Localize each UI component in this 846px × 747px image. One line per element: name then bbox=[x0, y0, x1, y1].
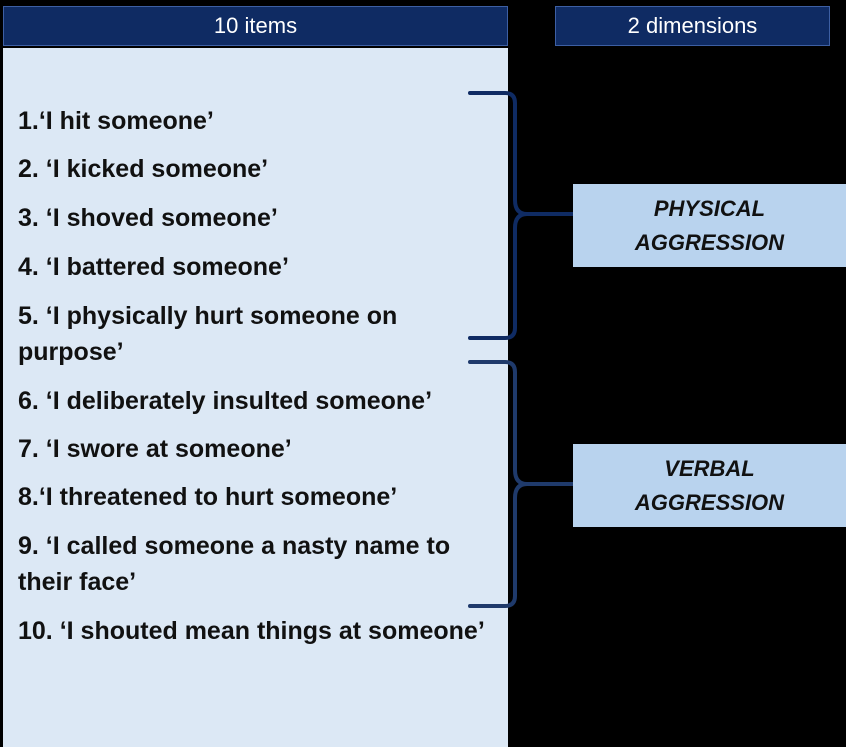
items-panel: 1.‘I hit someone’ 2. ‘I kicked someone’ … bbox=[3, 48, 508, 747]
item-1: 1.‘I hit someone’ bbox=[18, 107, 214, 135]
dimensions-header: 2 dimensions bbox=[555, 6, 830, 46]
item-10: 10. ‘I shouted mean things at someone’ bbox=[18, 617, 485, 645]
dimension-verbal-aggression: VERBAL AGGRESSION bbox=[573, 444, 846, 527]
item-9: 9. ‘I called someone a nasty name to the… bbox=[18, 532, 451, 596]
item-2: 2. ‘I kicked someone’ bbox=[18, 155, 269, 183]
dimension-verbal-line2: AGGRESSION bbox=[634, 489, 785, 515]
dimension-physical-line2: AGGRESSION bbox=[634, 229, 785, 255]
item-4: 4. ‘I battered someone’ bbox=[18, 253, 289, 281]
item-5: 5. ‘I physically hurt someone on purpose… bbox=[18, 302, 398, 366]
dimensions-header-label: 2 dimensions bbox=[627, 13, 758, 38]
item-6: 6. ‘I deliberately insulted someone’ bbox=[18, 387, 433, 415]
dimension-physical-line1: PHYSICAL bbox=[653, 195, 766, 221]
item-7: 7. ‘I swore at someone’ bbox=[18, 435, 292, 463]
dimension-verbal-line1: VERBAL bbox=[664, 455, 755, 481]
item-3: 3. ‘I shoved someone’ bbox=[18, 204, 278, 232]
items-header-label: 10 items bbox=[213, 13, 298, 38]
item-8: 8.‘I threatened to hurt someone’ bbox=[18, 483, 398, 511]
dimension-physical-aggression: PHYSICAL AGGRESSION bbox=[573, 184, 846, 267]
items-header: 10 items bbox=[3, 6, 508, 46]
